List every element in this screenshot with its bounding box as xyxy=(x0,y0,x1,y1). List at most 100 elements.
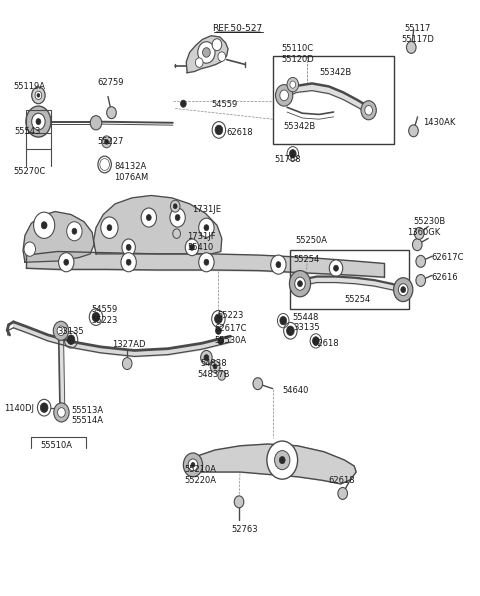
Circle shape xyxy=(188,459,198,471)
Circle shape xyxy=(198,42,215,63)
Circle shape xyxy=(334,265,338,271)
Circle shape xyxy=(253,378,263,390)
Text: 55510A: 55510A xyxy=(41,441,72,451)
Polygon shape xyxy=(186,36,228,73)
Circle shape xyxy=(394,278,413,302)
Circle shape xyxy=(361,101,376,120)
Circle shape xyxy=(267,441,298,479)
Circle shape xyxy=(398,284,408,296)
Text: 55254: 55254 xyxy=(345,294,371,304)
Text: 54837B: 54837B xyxy=(197,370,230,379)
Circle shape xyxy=(204,355,209,361)
Circle shape xyxy=(185,239,199,256)
Circle shape xyxy=(175,215,180,221)
Circle shape xyxy=(173,229,180,238)
Circle shape xyxy=(105,139,108,144)
Text: 54559: 54559 xyxy=(212,100,238,109)
Circle shape xyxy=(72,228,77,234)
Circle shape xyxy=(90,116,102,130)
Circle shape xyxy=(216,327,221,334)
Circle shape xyxy=(173,204,177,209)
Polygon shape xyxy=(94,195,222,254)
Circle shape xyxy=(212,39,222,51)
Circle shape xyxy=(338,488,348,499)
Circle shape xyxy=(122,239,135,256)
Text: 33135: 33135 xyxy=(293,323,319,333)
Text: 1731JF: 1731JF xyxy=(187,232,216,241)
Circle shape xyxy=(34,212,55,238)
Text: 55120D: 55120D xyxy=(281,55,314,64)
Circle shape xyxy=(170,208,185,227)
Circle shape xyxy=(67,335,75,344)
Circle shape xyxy=(180,100,186,107)
Text: 1076AM: 1076AM xyxy=(114,173,148,182)
Text: 55119A: 55119A xyxy=(13,82,46,91)
Circle shape xyxy=(53,321,69,340)
Text: 55110C: 55110C xyxy=(282,44,313,54)
Text: 55514A: 55514A xyxy=(71,416,103,426)
Circle shape xyxy=(329,260,343,277)
Circle shape xyxy=(64,259,69,265)
Circle shape xyxy=(141,208,156,227)
Text: 55210A: 55210A xyxy=(185,465,216,474)
Text: 55223: 55223 xyxy=(217,311,243,321)
Circle shape xyxy=(287,326,294,336)
Text: 55410: 55410 xyxy=(187,243,214,253)
Circle shape xyxy=(191,462,195,467)
Circle shape xyxy=(126,259,131,265)
Circle shape xyxy=(289,271,311,297)
Circle shape xyxy=(215,314,222,324)
Circle shape xyxy=(58,408,65,417)
Text: 55342B: 55342B xyxy=(283,122,315,132)
Text: 55117: 55117 xyxy=(405,24,431,33)
Circle shape xyxy=(102,136,111,148)
Text: REF.50-527: REF.50-527 xyxy=(213,24,263,33)
Circle shape xyxy=(183,453,203,477)
Circle shape xyxy=(190,244,194,250)
Text: 55220A: 55220A xyxy=(185,476,216,485)
Polygon shape xyxy=(59,328,65,410)
Circle shape xyxy=(416,275,426,287)
Circle shape xyxy=(107,225,112,231)
Circle shape xyxy=(295,277,305,290)
Circle shape xyxy=(121,253,136,272)
Circle shape xyxy=(41,222,47,229)
Circle shape xyxy=(215,125,223,135)
Text: 55530A: 55530A xyxy=(215,336,246,346)
Circle shape xyxy=(312,337,319,345)
Circle shape xyxy=(280,90,288,101)
Circle shape xyxy=(37,94,40,97)
Circle shape xyxy=(199,253,214,272)
Circle shape xyxy=(32,87,45,104)
Circle shape xyxy=(271,255,286,274)
Circle shape xyxy=(210,361,220,372)
Text: 55250A: 55250A xyxy=(295,236,327,246)
Text: 62618: 62618 xyxy=(328,476,355,485)
Circle shape xyxy=(170,200,180,212)
Circle shape xyxy=(276,85,293,106)
Text: 55230B: 55230B xyxy=(414,217,446,226)
Text: 55270C: 55270C xyxy=(13,167,46,176)
Circle shape xyxy=(275,451,290,470)
Circle shape xyxy=(203,48,210,57)
Circle shape xyxy=(67,222,82,241)
Circle shape xyxy=(26,106,51,137)
Bar xyxy=(273,56,394,144)
Circle shape xyxy=(195,58,203,67)
Circle shape xyxy=(365,105,372,115)
Text: 55254: 55254 xyxy=(294,254,320,264)
Circle shape xyxy=(204,225,209,231)
Circle shape xyxy=(101,217,118,238)
Circle shape xyxy=(407,42,416,54)
Circle shape xyxy=(122,358,132,370)
Polygon shape xyxy=(23,212,94,262)
Text: 1731JE: 1731JE xyxy=(192,205,221,215)
Text: 62618: 62618 xyxy=(312,339,339,348)
Circle shape xyxy=(401,287,406,293)
Text: 33135: 33135 xyxy=(58,327,84,336)
Circle shape xyxy=(280,316,287,325)
Bar xyxy=(26,110,51,133)
Text: 62618: 62618 xyxy=(227,128,253,137)
Circle shape xyxy=(107,107,116,119)
Circle shape xyxy=(234,496,244,508)
